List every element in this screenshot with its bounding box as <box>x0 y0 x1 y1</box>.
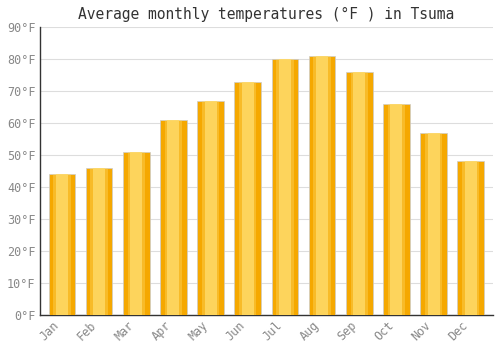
Bar <box>383 104 410 315</box>
Bar <box>164 120 182 315</box>
Bar <box>388 104 405 315</box>
Bar <box>56 174 68 315</box>
Bar <box>350 72 368 315</box>
Bar <box>130 152 142 315</box>
Bar <box>272 59 298 315</box>
Bar <box>308 56 336 315</box>
Bar <box>204 101 216 315</box>
Bar <box>390 104 402 315</box>
Bar <box>464 161 477 315</box>
Bar <box>279 59 291 315</box>
Bar <box>239 82 256 315</box>
Bar <box>160 120 187 315</box>
Bar <box>428 133 440 315</box>
Bar <box>168 120 179 315</box>
Bar <box>420 133 447 315</box>
Bar <box>462 161 479 315</box>
Bar <box>128 152 145 315</box>
Bar <box>458 161 484 315</box>
Bar <box>202 101 220 315</box>
Bar <box>316 56 328 315</box>
Bar <box>90 168 108 315</box>
Bar <box>314 56 331 315</box>
Bar <box>276 59 293 315</box>
Bar <box>242 82 254 315</box>
Bar <box>48 174 76 315</box>
Bar <box>123 152 150 315</box>
Bar <box>53 174 70 315</box>
Bar <box>234 82 261 315</box>
Title: Average monthly temperatures (°F ) in Tsuma: Average monthly temperatures (°F ) in Ts… <box>78 7 454 22</box>
Bar <box>86 168 112 315</box>
Bar <box>93 168 105 315</box>
Bar <box>425 133 442 315</box>
Bar <box>346 72 372 315</box>
Bar <box>197 101 224 315</box>
Bar <box>353 72 366 315</box>
